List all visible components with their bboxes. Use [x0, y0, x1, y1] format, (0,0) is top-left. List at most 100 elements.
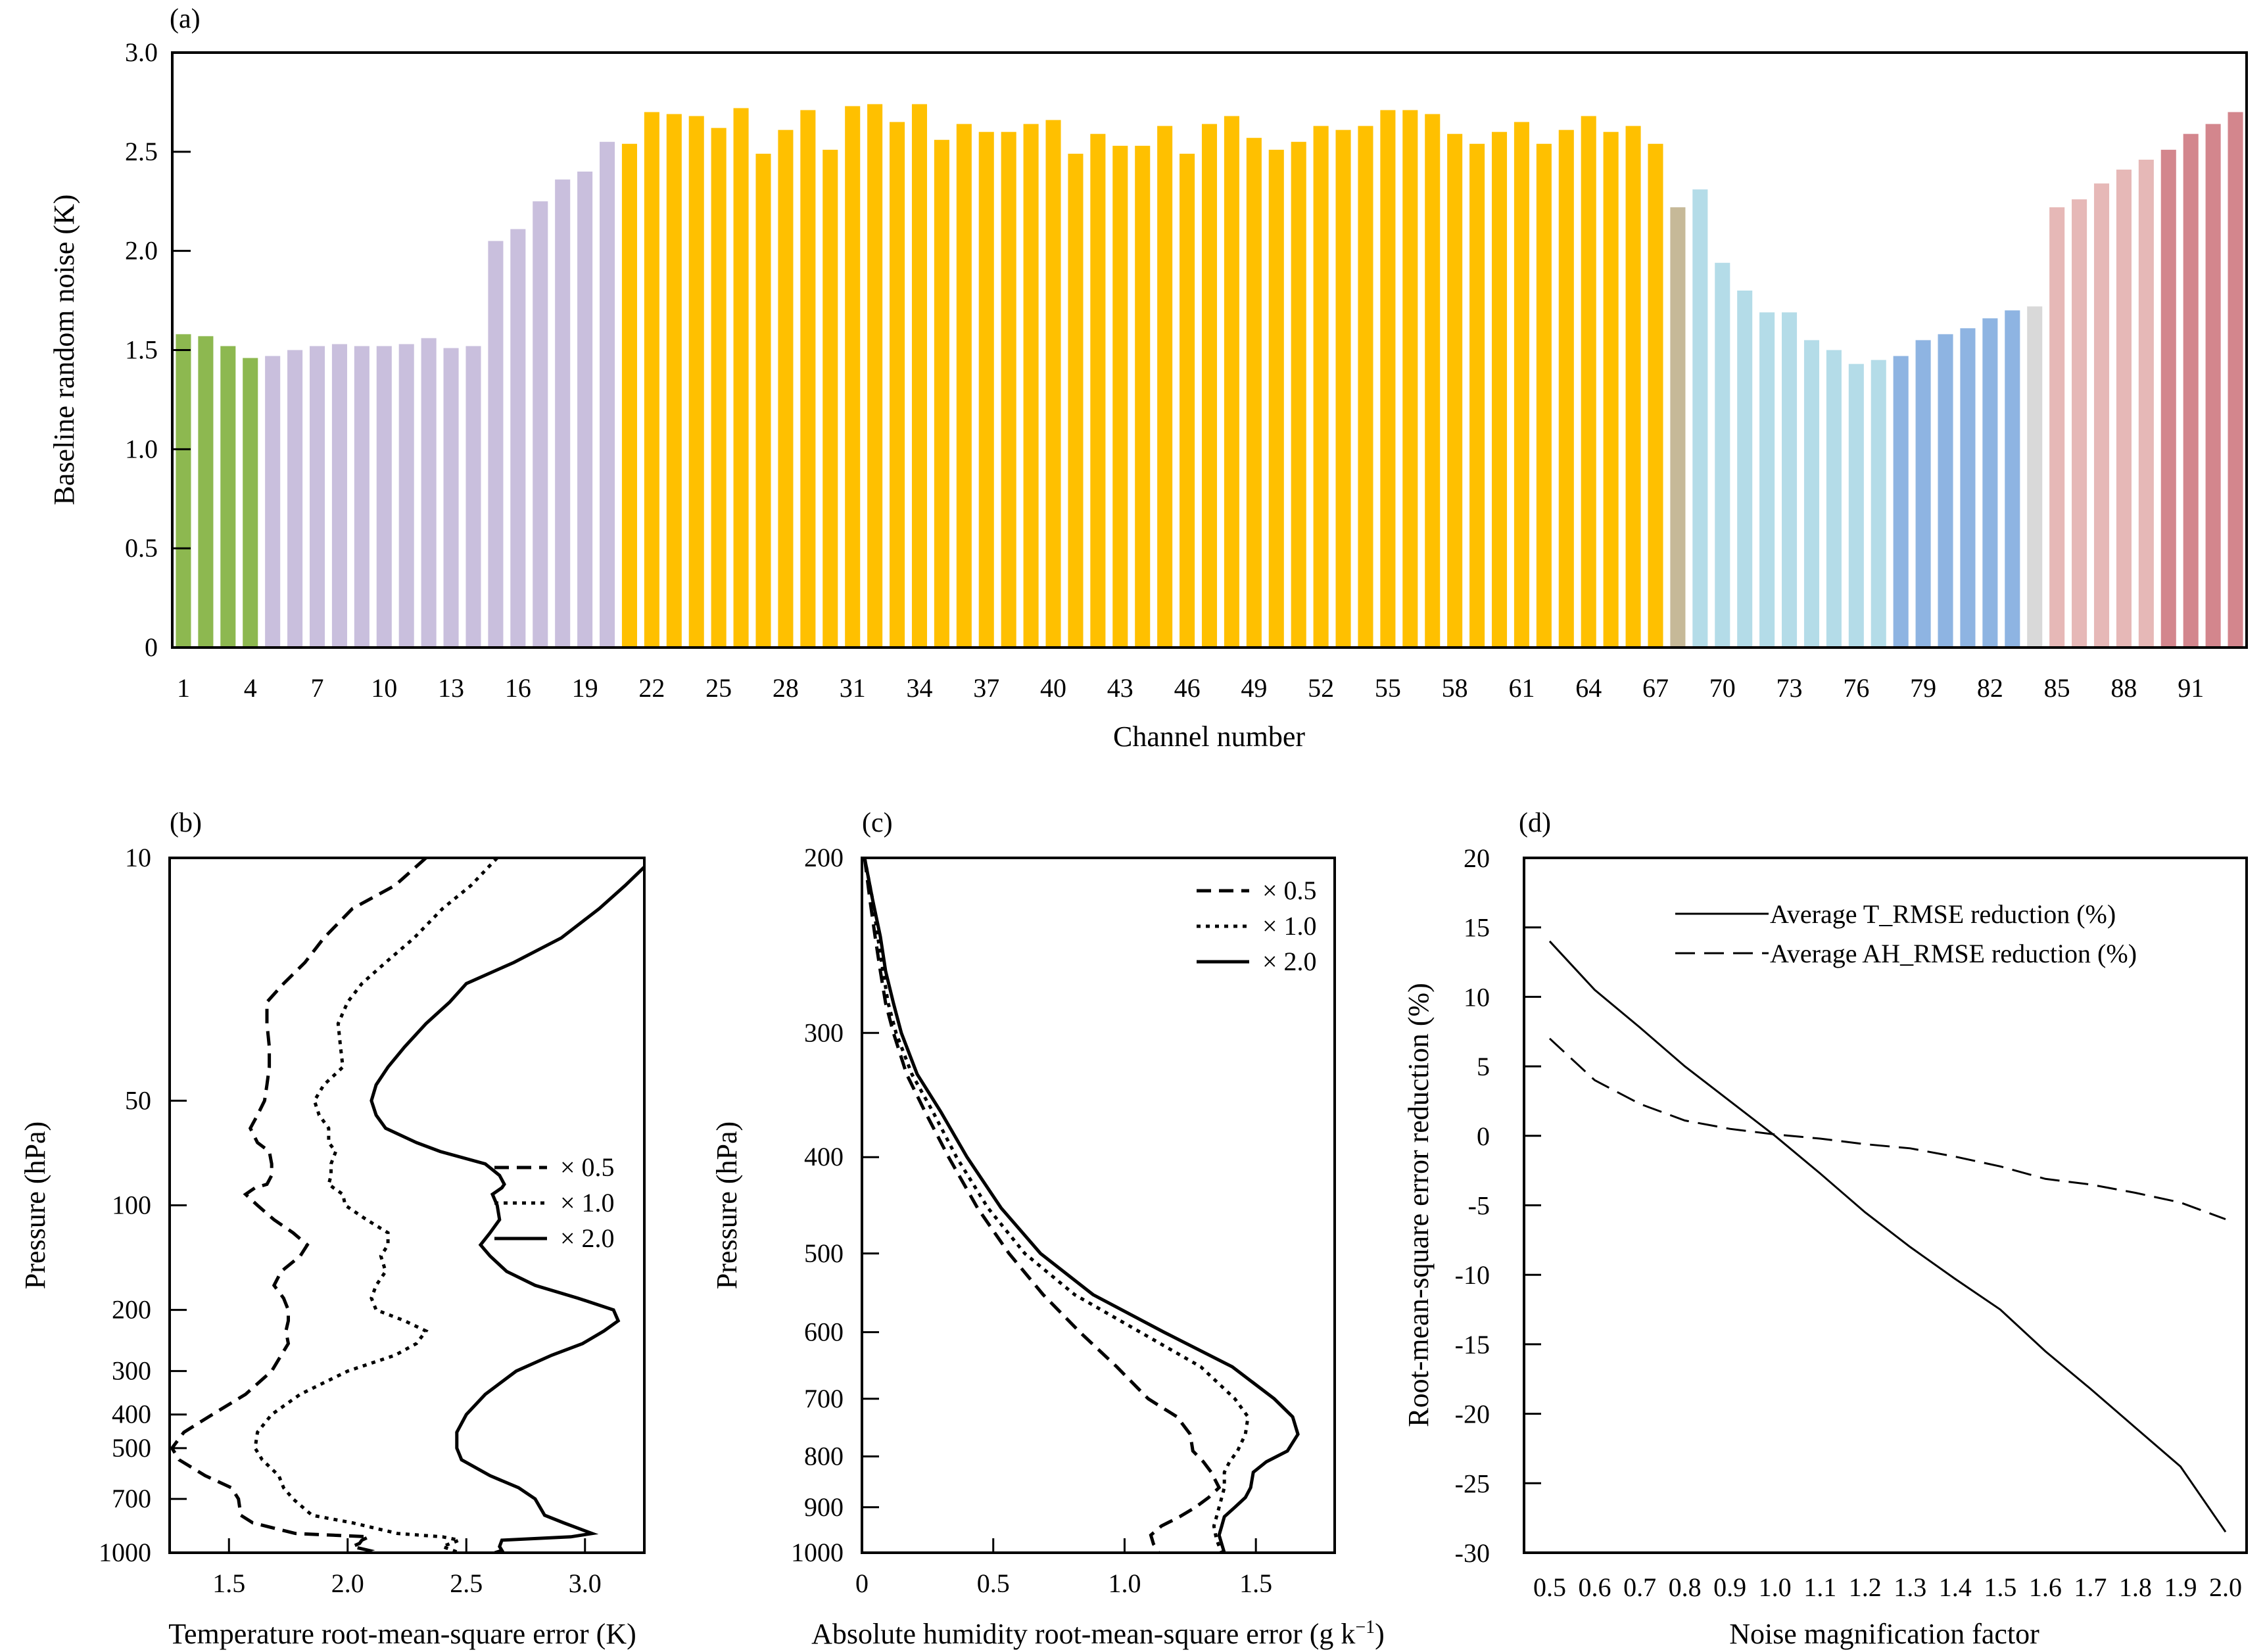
x-tick-label-a: 64 — [1575, 673, 1602, 703]
x-tick-label-d: 1.8 — [2119, 1572, 2152, 1602]
bar-channel-52 — [1313, 126, 1329, 648]
x-tick-label-d: 1.0 — [1759, 1572, 1792, 1602]
x-tick-label-a: 79 — [1910, 673, 1936, 703]
x-tick-label-a: 10 — [371, 673, 397, 703]
bar-channel-46 — [1180, 153, 1195, 648]
bar-channel-64 — [1581, 116, 1596, 648]
x-tick-label-a: 76 — [1843, 673, 1869, 703]
bar-channel-83 — [2005, 310, 2020, 648]
x-tick-label-b: 2.5 — [450, 1569, 483, 1598]
bar-channel-7 — [309, 346, 325, 648]
bar-channel-61 — [1514, 122, 1529, 648]
y-tick-label-d: 20 — [1464, 843, 1490, 873]
y-tick-label-b: 300 — [112, 1356, 151, 1386]
x-axis-label-d: Noise magnification factor — [1729, 1618, 2039, 1650]
y-tick-label-b: 400 — [112, 1400, 151, 1429]
bar-channel-3 — [220, 346, 236, 648]
bar-channel-55 — [1380, 110, 1396, 648]
bar-channel-22 — [644, 112, 659, 648]
bar-channel-78 — [1893, 356, 1909, 648]
series-line-c-2 — [863, 858, 1300, 1553]
panel-label-b: (b) — [170, 808, 202, 838]
bar-channel-70 — [1715, 262, 1730, 648]
bar-channel-32 — [867, 104, 883, 648]
bar-channel-73 — [1782, 312, 1798, 648]
x-tick-label-d: 1.1 — [1803, 1572, 1836, 1602]
y-tick-label-b: 100 — [112, 1191, 151, 1220]
bar-channel-68 — [1670, 207, 1686, 648]
bar-channel-28 — [778, 130, 794, 648]
bar-channel-2 — [198, 336, 214, 648]
x-tick-label-d: 1.4 — [1939, 1572, 1972, 1602]
x-tick-label-a: 31 — [840, 673, 866, 703]
x-tick-label-a: 25 — [705, 673, 732, 703]
legend-label-b: × 2.0 — [560, 1223, 615, 1253]
bar-channel-10 — [376, 346, 392, 648]
series-line-c-0 — [863, 858, 1222, 1553]
legend-label-b: × 0.5 — [560, 1152, 615, 1182]
y-tick-label-c: 300 — [804, 1018, 844, 1047]
x-tick-label-c: 1.0 — [1108, 1569, 1141, 1598]
x-tick-label-a: 88 — [2110, 673, 2137, 703]
y-axis-label-c: Pressure (hPa) — [711, 1121, 743, 1289]
x-tick-label-a: 37 — [973, 673, 999, 703]
y-tick-label-b: 10 — [125, 843, 151, 872]
panel-label-d: (d) — [1519, 808, 1551, 838]
y-tick-label-a: 2.0 — [125, 236, 158, 266]
bar-channel-5 — [265, 356, 281, 648]
panel-b: 10 50 100 200 300 400 500 700 1000 1.5 2.0 2.5 3.0 × … — [19, 808, 646, 1650]
series-line-d-0 — [1548, 940, 2227, 1533]
bar-channel-69 — [1692, 189, 1708, 648]
bar-channel-88 — [2116, 169, 2132, 648]
bar-channel-51 — [1291, 141, 1306, 648]
bar-channel-13 — [443, 348, 459, 648]
y-tick-label-c: 500 — [804, 1239, 844, 1268]
bar-channel-81 — [1960, 328, 1976, 648]
x-tick-label-a: 67 — [1642, 673, 1669, 703]
bar-channel-21 — [621, 143, 637, 648]
series-line-d-1 — [1548, 1037, 2226, 1221]
bar-channel-36 — [956, 124, 972, 648]
bar-channel-26 — [733, 108, 749, 648]
bar-channel-11 — [398, 344, 414, 648]
x-tick-label-a: 43 — [1107, 673, 1133, 703]
x-tick-label-d: 1.3 — [1894, 1572, 1926, 1602]
x-tick-label-d: 1.2 — [1849, 1572, 1882, 1602]
bar-channel-18 — [555, 179, 571, 648]
y-tick-label-b: 500 — [112, 1433, 151, 1463]
y-tick-label-d: -20 — [1455, 1400, 1490, 1429]
panel-label-a: (a) — [170, 4, 201, 34]
series-line-b-2 — [370, 864, 644, 1553]
bar-channel-75 — [1826, 350, 1842, 648]
bar-channel-43 — [1112, 145, 1128, 648]
x-tick-label-a: 13 — [438, 673, 464, 703]
x-tick-label-c: 0.5 — [977, 1569, 1010, 1598]
y-tick-label-a: 1.0 — [125, 434, 158, 463]
bar-channel-85 — [2049, 207, 2065, 648]
bar-channel-49 — [1246, 137, 1262, 648]
bar-channel-42 — [1090, 133, 1106, 648]
bar-channel-66 — [1625, 126, 1641, 648]
x-axis-label-end: ) — [1375, 1618, 1385, 1650]
panel-c: 200 300 400 500 600 700 800 900 1000 0 0.5 1.0 1.5 × … — [711, 808, 1385, 1650]
bar-channel-50 — [1268, 149, 1284, 648]
x-axis-label-superscript: −1 — [1355, 1617, 1375, 1638]
y-axis-label-d: Root-mean-square error reduction (%) — [1402, 983, 1435, 1427]
legend-label-d: Average T_RMSE reduction (%) — [1770, 899, 2116, 929]
bar-channel-92 — [2205, 124, 2221, 648]
x-tick-label-a: 91 — [2178, 673, 2204, 703]
bar-channel-67 — [1648, 143, 1663, 648]
bar-channel-9 — [354, 346, 370, 648]
x-axis-label-a: Channel number — [1113, 720, 1305, 753]
bar-channel-41 — [1068, 153, 1084, 648]
x-tick-label-b: 2.0 — [331, 1569, 364, 1598]
y-tick-label-d: 0 — [1477, 1121, 1490, 1151]
bar-channel-77 — [1871, 360, 1886, 648]
y-tick-label-d: 15 — [1464, 913, 1490, 943]
bar-channel-33 — [890, 122, 905, 648]
bar-channel-35 — [934, 139, 949, 648]
x-tick-label-a: 19 — [572, 673, 598, 703]
y-tick-label-c: 200 — [804, 843, 844, 872]
bar-channel-57 — [1425, 114, 1441, 648]
bar-channel-89 — [2138, 159, 2154, 648]
